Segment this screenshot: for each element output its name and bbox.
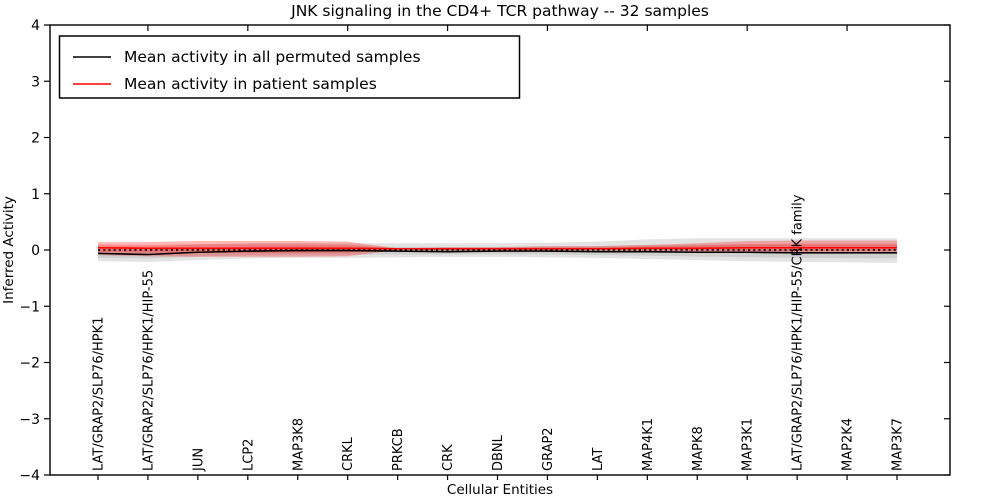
x-category-label: CRK [441,444,456,471]
y-tick-label: −2 [19,356,40,372]
x-category-label: LAT [591,448,606,471]
legend-box [58,35,521,99]
y-tick-label: 2 [31,131,40,147]
x-category-label: PRKCB [391,428,406,471]
x-category-label: LAT/GRAP2/SLP76/HPK1 [92,317,107,471]
axes-spines [49,24,951,476]
legend-item-permuted: Mean activity in all permuted samples [73,48,421,66]
x-category-label: CRKL [341,436,356,471]
x-category-label: MAP2K4 [841,418,856,471]
legend-label-permuted: Mean activity in all permuted samples [124,48,421,66]
y-axis-label: Inferred Activity [1,196,17,304]
legend-label-patient: Mean activity in patient samples [124,75,377,93]
x-axis-label: Cellular Entities [447,482,553,498]
x-category-label: MAP3K7 [891,418,906,471]
legend-item-patient: Mean activity in patient samples [73,75,377,93]
y-tick-label: 0 [31,243,40,259]
y-tick-label: −3 [19,412,40,428]
y-tick-label: 1 [31,187,40,203]
y-tick-label: −1 [19,299,40,315]
x-category-label: LCP2 [241,439,256,471]
chart-title: JNK signaling in the CD4+ TCR pathway --… [290,2,709,20]
permuted-mean-line [97,249,897,256]
x-category-label: MAP3K1 [741,418,756,471]
patient-mean-line [97,246,897,250]
x-category-label: MAPK8 [691,426,706,471]
x-category-label: MAP4K1 [641,418,656,471]
plot-area: 4 3 2 1 0 −1 −2 −3 −4 LAT/GRAP2/SLP76/HPK1 LAT/GRA… [19,18,950,484]
x-category-label: JUN [191,448,206,472]
x-category-label: LAT/GRAP2/SLP76/HPK1/HIP-55/CRK family [791,194,806,471]
y-tick-label: 4 [31,18,40,34]
x-category-label: DBNL [491,434,506,471]
x-category-label: LAT/GRAP2/SLP76/HPK1/HIP-55 [141,270,156,471]
y-tick-label: −4 [19,468,40,484]
x-category-label: MAP3K8 [291,418,306,471]
legend: Mean activity in all permuted samples Me… [58,35,521,99]
x-category-label: GRAP2 [541,427,556,471]
y-tick-label: 3 [31,74,40,90]
